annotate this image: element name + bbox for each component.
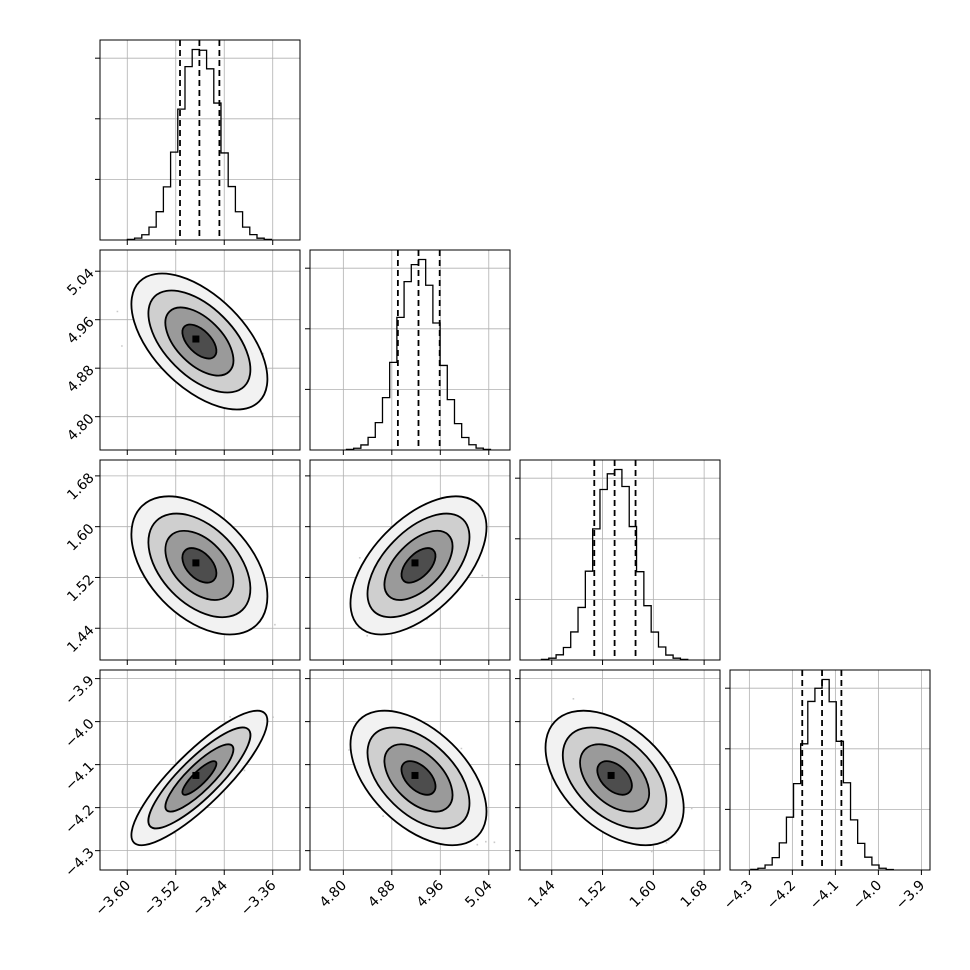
contour-line (349, 495, 488, 636)
panel-frame (309, 459, 511, 661)
y-tick-label: −4.2 (62, 802, 97, 837)
contour-line (147, 512, 252, 619)
panel-content (116, 272, 269, 411)
contour-line (383, 529, 454, 601)
x-tick-label: −4.0 (850, 878, 885, 913)
density-peak (192, 559, 200, 567)
contour-line (181, 547, 218, 584)
y-tick-label: 5.04 (64, 265, 97, 298)
histogram-panel-1 (305, 249, 511, 455)
scatter-panel-0-1: 4.80 4.88 4.96 5.04 (64, 249, 301, 455)
scatter-panel-1-3: 4.80 4.88 4.96 5.04 (305, 669, 511, 911)
contour-line (181, 323, 218, 360)
density-peak (192, 335, 200, 343)
panel-frame (519, 669, 721, 871)
contour-line (366, 726, 471, 830)
x-tick-label: −3.44 (189, 877, 231, 919)
y-tick-label: 4.88 (64, 363, 97, 396)
contour-line (130, 709, 269, 847)
x-tick-label: −3.60 (92, 878, 134, 920)
panel-frame (99, 459, 301, 661)
panel-content (130, 709, 274, 847)
contour-line (596, 760, 633, 796)
y-tick-label: 1.52 (64, 572, 97, 605)
panel-content (130, 495, 276, 636)
panel-frame (309, 249, 511, 451)
contour-line (130, 272, 269, 411)
contour-line (400, 547, 437, 584)
density-peak (607, 771, 615, 779)
histogram-0 (126, 48, 273, 241)
contour-line (544, 709, 685, 847)
y-tick-label: 4.80 (64, 411, 97, 444)
x-tick-label: 5.04 (462, 877, 495, 910)
panel-frame (99, 669, 301, 871)
panel-frame (99, 249, 301, 451)
scatter-panel-2-3: 1.44 1.52 1.60 1.68 (515, 669, 721, 911)
y-tick-label: 1.60 (64, 521, 97, 554)
panel-frame (519, 459, 721, 661)
contour-line (349, 709, 488, 847)
x-tick-label: 4.88 (365, 878, 398, 911)
panel-content (544, 698, 693, 853)
contour-line (561, 726, 668, 830)
contour-line (164, 306, 235, 377)
x-tick-label: 4.80 (317, 878, 350, 911)
x-tick-label: −4.1 (807, 878, 842, 913)
contour-line (164, 529, 235, 601)
y-tick-label: −4.3 (62, 845, 97, 880)
histogram-panel-0 (95, 39, 301, 245)
panel-frame (309, 669, 511, 871)
contour-line (579, 743, 651, 813)
panel-frame (729, 669, 931, 871)
y-tick-label: 4.96 (64, 314, 97, 347)
x-tick-label: −3.52 (141, 878, 183, 920)
x-tick-label: −3.36 (238, 877, 280, 919)
x-tick-label: 4.96 (414, 877, 447, 910)
y-tick-label: −4.1 (62, 759, 97, 794)
contour-line (366, 512, 471, 619)
histogram-panel-2 (515, 459, 721, 665)
y-tick-label: −4.0 (62, 716, 97, 751)
density-fill (401, 548, 436, 583)
contour-line (147, 726, 252, 830)
panel-frame (99, 39, 301, 241)
x-tick-label: 1.68 (678, 878, 711, 911)
panel-content (349, 495, 488, 637)
contour-line (181, 760, 218, 796)
x-tick-label: 1.44 (525, 877, 558, 910)
panel-content (348, 709, 496, 847)
x-tick-label: −3.9 (893, 878, 928, 913)
scatter-panel-1-2 (305, 459, 511, 665)
x-tick-label: −4.3 (721, 878, 756, 913)
density-peak (411, 559, 419, 567)
contour-line (400, 760, 437, 796)
x-tick-label: 1.60 (627, 878, 660, 911)
y-tick-label: 1.44 (64, 623, 97, 656)
x-tick-label: −4.2 (764, 878, 799, 913)
y-tick-label: −3.9 (62, 673, 97, 708)
scatter-panel-0-2: 1.44 1.52 1.60 1.68 (64, 459, 301, 665)
density-peak (411, 771, 419, 779)
x-tick-label: 1.52 (576, 878, 609, 911)
contour-line (383, 743, 454, 813)
scatter-panel-0-3: −3.60 −3.52 −3.44 −3.36 −4.3 −4.2 −4.1 −4.0 −3.9 (62, 669, 301, 920)
contour-line (147, 289, 252, 394)
y-tick-label: 1.68 (64, 470, 97, 503)
density-peak (192, 771, 200, 779)
contour-line (130, 495, 269, 636)
contour-line (164, 743, 235, 813)
histogram-panel-3: −4.3 −4.2 −4.1 −4.0 −3.9 (721, 669, 931, 913)
